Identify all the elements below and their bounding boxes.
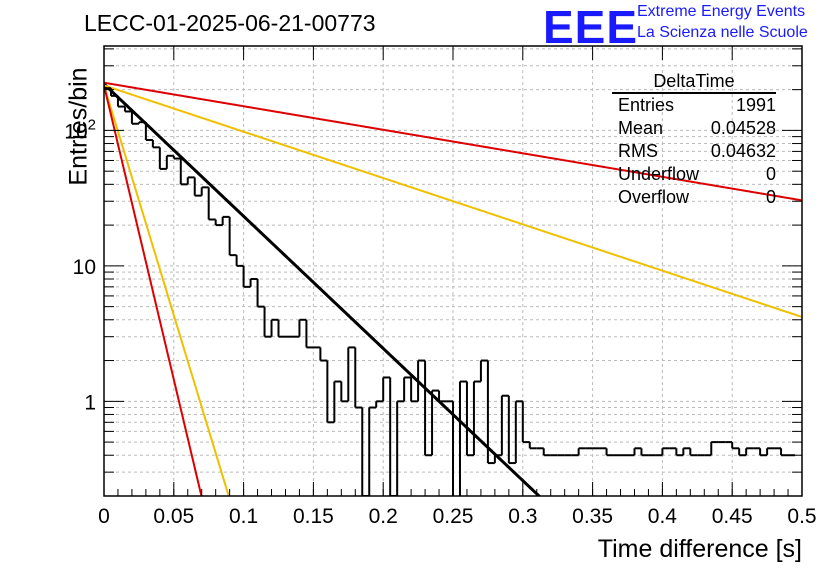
x-tick-label: 0.2 <box>369 505 398 528</box>
y-tick-exponent: 2 <box>88 116 96 133</box>
stats-row: Underflow 0 <box>612 163 776 186</box>
stats-row: Overflow 0 <box>612 186 776 209</box>
stats-value: 1991 <box>735 95 776 115</box>
eee-logo-line1: Extreme Energy Events <box>637 3 806 20</box>
y-tick-base: 10 <box>64 120 87 143</box>
stats-value: 0 <box>765 187 776 207</box>
eee-logo-mark: EEE <box>543 1 639 53</box>
stats-value: 0.04528 <box>710 118 776 138</box>
stats-value: 0.04632 <box>710 141 776 161</box>
fit-curve-3 <box>104 85 230 496</box>
stats-label: RMS <box>618 141 658 161</box>
y-tick-label: 10 <box>73 256 96 279</box>
stats-row: Mean 0.04528 <box>612 117 776 140</box>
x-tick-label: 0.15 <box>293 505 334 528</box>
stats-label: Mean <box>618 118 664 138</box>
y-tick-label: 1 <box>84 391 96 414</box>
y-axis-label: Entries/bin <box>64 67 93 186</box>
stats-box: DeltaTime Entries 1991 Mean 0.04528 RMS 0.0… <box>612 70 776 209</box>
x-tick-label: 0.35 <box>572 505 613 528</box>
x-tick-label: 0.25 <box>433 505 474 528</box>
stats-label: Entries <box>618 95 675 115</box>
y-tick-label: 102 <box>64 116 96 143</box>
x-tick-label: 0.3 <box>508 505 537 528</box>
x-tick-label: 0.1 <box>229 505 258 528</box>
stats-value: 0 <box>765 164 776 184</box>
x-axis-label: Time difference [s] <box>597 535 802 563</box>
fit-curve-4 <box>104 81 802 202</box>
x-tick-label: 0.4 <box>648 505 678 528</box>
x-tick-label: 0.05 <box>153 505 194 528</box>
stats-name: DeltaTime <box>612 70 776 94</box>
stats-label: Underflow <box>618 164 700 184</box>
fit-curve-2 <box>104 84 802 318</box>
eee-logo-line2: La Scienza nelle Scuole <box>637 24 808 41</box>
chart-title: LECC-01-2025-06-21-00773 <box>84 10 376 36</box>
x-tick-label: 0.5 <box>787 505 816 528</box>
stats-row: Entries 1991 <box>612 94 776 117</box>
stats-row: RMS 0.04632 <box>612 140 776 163</box>
stats-label: Overflow <box>618 187 690 207</box>
x-tick-label: 0.45 <box>712 505 753 528</box>
x-tick-label: 0 <box>98 505 110 528</box>
